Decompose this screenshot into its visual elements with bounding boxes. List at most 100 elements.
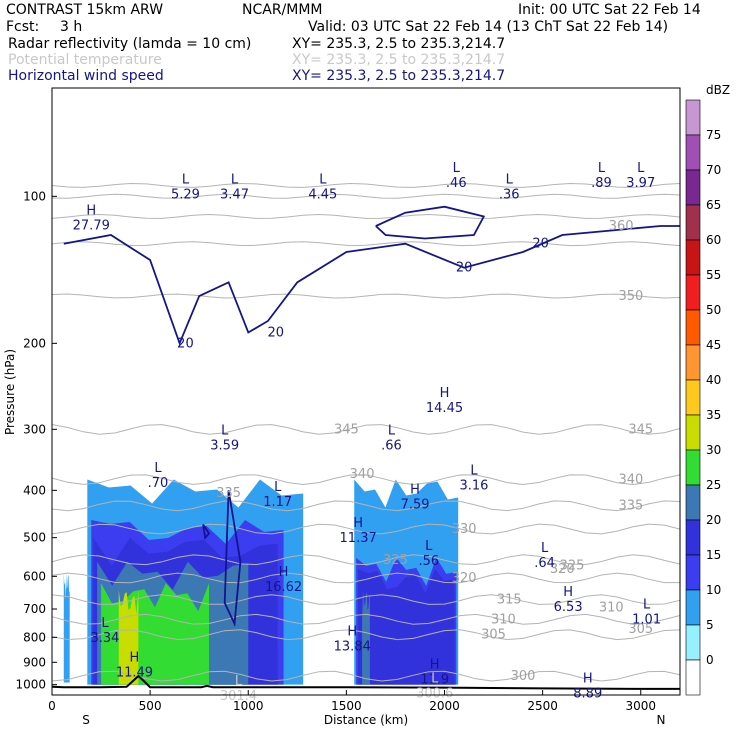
theta-contour-label: 315 (497, 593, 522, 608)
y-tick-label: 900 (23, 655, 46, 669)
extremum-marker: L1.17 (263, 480, 292, 510)
extremum-value: 4.45 (308, 187, 337, 202)
field-xy: XY= 235.3, 2.5 to 235.3,214.7 (292, 36, 505, 52)
extremum-value: 3.47 (220, 187, 249, 202)
extremum-value: 11.37 (340, 531, 377, 546)
extremum-value: 3.59 (210, 438, 239, 453)
colorbar-swatch (685, 379, 701, 416)
extremum-marker: H16.62 (265, 565, 302, 595)
extremum-type: H (410, 483, 420, 498)
wind-contour-label: 20 (532, 237, 549, 252)
extremum-marker: L3.97 (626, 161, 655, 191)
extremum-value: 11.49 (116, 665, 153, 680)
field-xy: XY= 235.3, 2.5 to 235.3,214.7 (292, 52, 505, 68)
field-name: Radar reflectivity (lamda = 10 cm) (8, 36, 251, 52)
extremum-value: .70 (148, 476, 169, 491)
extremum-type: L (637, 161, 645, 176)
extremum-value: 301.4 (220, 689, 257, 704)
extremum-value: .36 (499, 187, 520, 202)
extremum-marker: H7.59 (401, 483, 430, 513)
plot-frame (51, 87, 681, 696)
theta-contour-line (51, 182, 681, 188)
model-title: CONTRAST 15km ARW (6, 2, 163, 18)
theta-contour-line (51, 670, 681, 682)
theta-contour-line (51, 474, 681, 486)
theta-contour-line (51, 594, 681, 605)
x-tick-label: 500 (139, 699, 162, 713)
theta-contour-label: 360 (609, 219, 634, 234)
theta-contour-label: 345 (334, 422, 359, 437)
extremum-type: L (541, 541, 549, 556)
theta-contour-line (51, 523, 681, 535)
extremum-marker: H11.37 (340, 516, 377, 546)
wind-contours (63, 205, 680, 627)
extremum-type: L (274, 480, 282, 495)
theta-contour-line (51, 424, 681, 435)
reflectivity-region (362, 590, 370, 685)
center-label: NCAR/MMM (242, 2, 323, 18)
extremum-type: L (101, 616, 109, 631)
theta-contours (51, 182, 681, 682)
field-name: Horizontal wind speed (8, 68, 164, 84)
y-tick-label: 200 (23, 336, 46, 350)
terrain-line (51, 674, 680, 690)
theta-contour-label: 305 (481, 628, 506, 643)
valid-time: Valid: 03 UTC Sat 22 Feb 14 (13 ChT Sat … (308, 19, 668, 35)
plot-area: 3453403353303253203153103053003603503453… (51, 87, 681, 704)
extremum-type: H (430, 657, 440, 672)
colorbar-swatch (685, 554, 701, 591)
extremum-value: 5.29 (171, 187, 200, 202)
colorbar-label: 55 (706, 268, 721, 282)
extremum-marker: L3.16 (459, 464, 488, 494)
south-label: S (82, 713, 90, 727)
wind-contour-label: 20 (267, 325, 284, 340)
x-tick-label: 3000 (625, 699, 656, 713)
colorbar-label: 20 (706, 513, 721, 527)
extremum-type: L (231, 172, 239, 187)
extremum-marker: L.64 (534, 541, 555, 571)
colorbar-swatch (685, 99, 701, 136)
colorbar-swatch (685, 589, 701, 626)
extremum-marker: H6.53 (554, 585, 583, 615)
colorbar-swatch (685, 344, 701, 381)
theta-contour-label: 310 (599, 600, 624, 615)
extremum-marker: L.56 (418, 539, 439, 569)
extremum-marker: L4.45 (308, 172, 337, 202)
colorbar-label: 50 (706, 303, 721, 317)
colorbar-swatch (685, 659, 701, 696)
extremum-value: 300.6 (416, 687, 453, 702)
extremum-type: H (563, 585, 573, 600)
colorbar-label: 25 (706, 478, 721, 492)
theta-contour-label: 300 (511, 669, 536, 684)
theta-contour-line (51, 241, 681, 247)
x-tick-label: 1000 (233, 699, 264, 713)
extremum-type: H (279, 565, 289, 580)
theta-contour-label: 310 (491, 612, 516, 627)
extremum-marker: L1.01 (632, 598, 661, 628)
extremum-type: L (154, 461, 162, 476)
reflectivity-region (63, 572, 70, 683)
x-tick-label: 0 (48, 699, 56, 713)
colorbar-swatch (685, 414, 701, 451)
y-axis: 100 200 300 400 500 600 700 800 900 1000 (15, 189, 57, 692)
y-tick-label: 300 (23, 422, 46, 436)
wind-contour-line (375, 205, 486, 240)
extremum-marker: L3.59 (210, 423, 239, 453)
theta-contour-label: 340 (619, 472, 644, 487)
extremum-value: 11.9 (420, 672, 449, 687)
theta-contour-label: 320 (550, 562, 575, 577)
extremum-type: L (431, 672, 439, 687)
wind-contour-line (223, 490, 242, 627)
extremum-marker: L.89 (591, 161, 612, 191)
extremum-value: .56 (418, 554, 439, 569)
init-time: Init: 00 UTC Sat 22 Feb 14 (518, 2, 701, 18)
extremum-marker: L.66 (381, 423, 402, 453)
extremum-marker: H13.84 (334, 624, 371, 654)
colorbar-label: 70 (706, 163, 721, 177)
extremum-type: L (453, 161, 461, 176)
extremum-type: H (347, 624, 357, 639)
extremum-type: L (643, 598, 651, 613)
extremum-type: H (86, 204, 96, 219)
